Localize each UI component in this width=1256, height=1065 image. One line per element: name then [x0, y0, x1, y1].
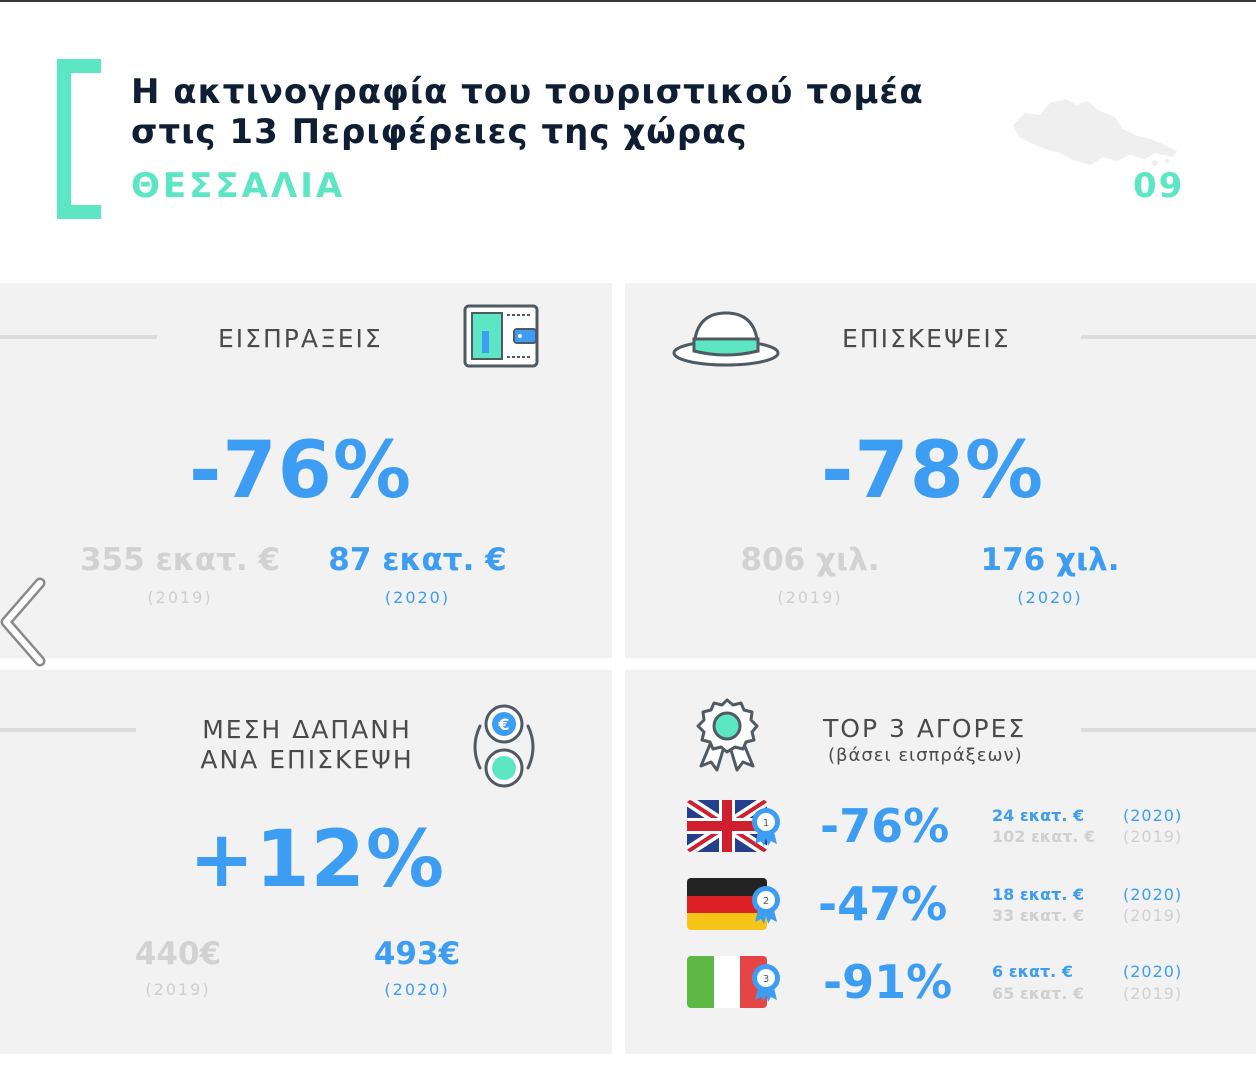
receipts-heading: ΕΙΣΠΡΑΞΕΙΣ — [218, 324, 383, 353]
top-markets-heading: TOP 3 ΑΓΟΡΕΣ — [823, 714, 1027, 743]
avg-spend-value-2020: 493€ — [373, 936, 461, 972]
title-line-1: Η ακτινογραφία του τουριστικού τομέα — [131, 72, 924, 112]
wallet-icon — [463, 304, 539, 368]
visits-value-2020: 176 χιλ. — [980, 542, 1120, 578]
market-year-2020: (2020) — [1123, 806, 1183, 825]
market-year-2019: (2019) — [1123, 827, 1183, 846]
heading-rule — [1081, 728, 1256, 732]
uk-flag-icon — [687, 800, 767, 852]
hat-icon — [672, 311, 780, 367]
thessaly-map-icon — [1013, 99, 1177, 166]
visits-heading: ΕΠΙΣΚΕΨΕΙΣ — [842, 324, 1011, 353]
avg-spend-heading-line-1: ΜΕΣΗ ΔΑΠΑΝΗ — [202, 715, 412, 744]
rank-number: 2 — [763, 896, 769, 907]
rank-medal-icon: 3 — [752, 964, 780, 1002]
rank-medal-icon: 2 — [752, 886, 780, 924]
bracket-decoration — [57, 59, 101, 219]
top-border-line — [0, 0, 1256, 2]
avg-spend-heading: ΜΕΣΗ ΔΑΠΑΝΗ ΑΝΑ ΕΠΙΣΚΕΨΗ — [192, 715, 422, 775]
germany-flag-icon — [687, 878, 767, 930]
heading-rule — [0, 335, 157, 339]
rank-number: 3 — [763, 974, 769, 985]
heading-rule — [0, 728, 136, 732]
rank-number: 1 — [763, 818, 769, 829]
avg-spend-heading-line-2: ΑΝΑ ΕΠΙΣΚΕΨΗ — [200, 745, 414, 774]
title-line-2: στις 13 Περιφέρειες της χώρας — [131, 112, 748, 152]
euro-coins-icon: € — [473, 704, 535, 788]
avg-spend-panel: ΜΕΣΗ ΔΑΠΑΝΗ ΑΝΑ ΕΠΙΣΚΕΨΗ € +12% 440€ (20… — [0, 670, 612, 1054]
rank-medal-icon: 1 — [752, 808, 780, 846]
market-year-2019: (2019) — [1123, 906, 1183, 925]
market-value-2019: 65 εκατ. € — [992, 984, 1085, 1003]
page-title: Η ακτινογραφία του τουριστικού τομέα στι… — [131, 72, 1011, 152]
receipts-year-2019: (2019) — [147, 588, 213, 607]
market-year-2020: (2020) — [1123, 885, 1183, 904]
avg-spend-year-2020: (2020) — [384, 980, 450, 999]
visits-year-2020: (2020) — [1017, 588, 1083, 607]
visits-value-2019: 806 χιλ. — [740, 542, 880, 578]
market-change: -47% — [818, 877, 948, 931]
page-number: 09 — [1133, 166, 1185, 206]
region-name: ΘΕΣΣΑΛΙΑ — [131, 166, 346, 206]
avg-spend-year-2019: (2019) — [145, 980, 211, 999]
receipts-panel: ΕΙΣΠΡΑΞΕΙΣ -76% 355 εκατ. € (2019) 87 εκ… — [0, 283, 612, 658]
top-markets-subheading: (βάσει εισπράξεων) — [828, 745, 1023, 766]
chevron-left-icon[interactable] — [0, 575, 50, 670]
market-value-2019: 102 εκατ. € — [992, 827, 1096, 846]
market-change: -76% — [820, 799, 950, 853]
svg-text:€: € — [497, 715, 509, 734]
avg-spend-value-2019: 440€ — [134, 936, 222, 972]
avg-spend-change: +12% — [189, 815, 446, 905]
market-year-2019: (2019) — [1123, 984, 1183, 1003]
market-value-2020: 6 εκατ. € — [992, 962, 1073, 981]
receipts-change: -76% — [189, 426, 413, 516]
visits-change: -78% — [821, 426, 1045, 516]
market-value-2019: 33 εκατ. € — [992, 906, 1085, 925]
market-year-2020: (2020) — [1123, 962, 1183, 981]
market-change: -91% — [823, 955, 953, 1009]
market-value-2020: 18 εκατ. € — [992, 885, 1085, 904]
visits-year-2019: (2019) — [777, 588, 843, 607]
receipts-value-2020: 87 εκατ. € — [328, 542, 507, 578]
visits-panel: ΕΠΙΣΚΕΨΕΙΣ -78% 806 χιλ. (2019) 176 χιλ.… — [625, 283, 1256, 658]
receipts-year-2020: (2020) — [384, 588, 451, 607]
receipts-value-2019: 355 εκατ. € — [79, 542, 280, 578]
heading-rule — [1081, 335, 1256, 339]
top-markets-panel: TOP 3 ΑΓΟΡΕΣ (βάσει εισπράξεων) 1 -76% 2… — [625, 670, 1256, 1054]
market-value-2020: 24 εκατ. € — [992, 806, 1085, 825]
award-ribbon-icon — [696, 698, 759, 772]
